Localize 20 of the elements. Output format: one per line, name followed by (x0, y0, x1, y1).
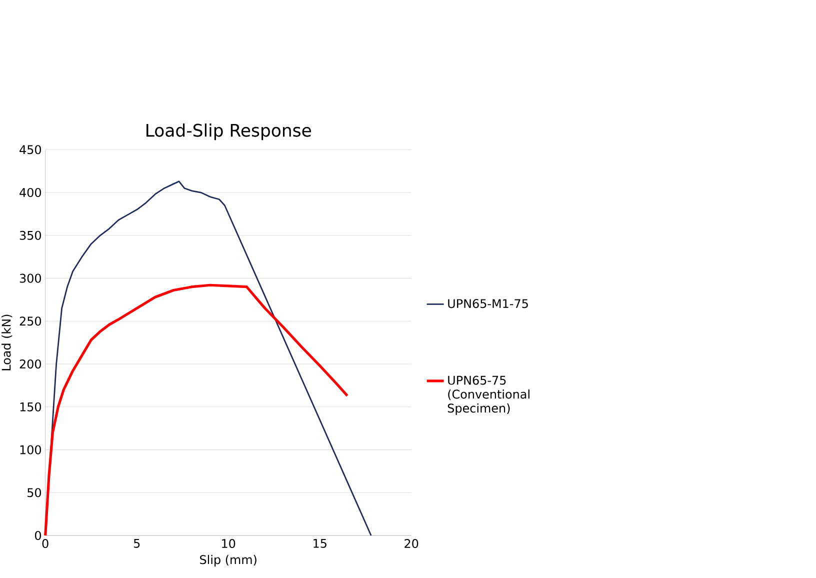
y-tick-label: 450 (20, 145, 42, 154)
y-tick-label: 400 (20, 188, 42, 198)
y-tick-label: 250 (20, 316, 42, 326)
y-tick-label: 100 (20, 445, 42, 454)
y-tick-label: 300 (20, 274, 42, 283)
y-axis-title: Load (kN) (2, 314, 12, 370)
y-tick-label: 0 (34, 530, 42, 540)
chart-title: Load-Slip Response (146, 124, 311, 140)
y-tick-label: 200 (20, 359, 42, 369)
y-tick-label: 350 (20, 230, 42, 240)
x-axis-title: Slip (mm) (200, 554, 256, 566)
y-tick-label: 150 (20, 402, 42, 412)
x-tick-label: 0 (42, 539, 48, 548)
y-tick-label: 50 (28, 488, 42, 498)
legend-label: UPN65-M1-75 (448, 299, 528, 308)
x-tick-label: 5 (134, 539, 140, 548)
x-tick-label: 15 (314, 539, 326, 548)
x-tick-label: 10 (222, 539, 236, 548)
legend-label: UPN65-75 (Conventional Specimen) (448, 376, 530, 415)
x-tick-label: 20 (404, 539, 418, 548)
